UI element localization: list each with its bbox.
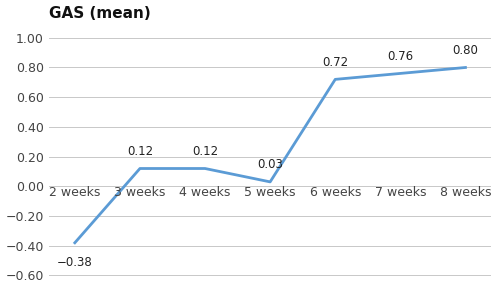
Text: GAS (mean): GAS (mean) <box>49 6 150 21</box>
Text: 0.80: 0.80 <box>452 44 478 57</box>
Text: 2 weeks: 2 weeks <box>49 186 100 199</box>
Text: 0.72: 0.72 <box>322 56 348 69</box>
Text: 6 weeks: 6 weeks <box>310 186 361 199</box>
Text: 5 weeks: 5 weeks <box>244 186 296 199</box>
Text: 4 weeks: 4 weeks <box>180 186 230 199</box>
Text: 0.12: 0.12 <box>127 145 153 158</box>
Text: 0.76: 0.76 <box>388 50 413 63</box>
Text: 0.12: 0.12 <box>192 145 218 158</box>
Text: 7 weeks: 7 weeks <box>374 186 426 199</box>
Text: 0.03: 0.03 <box>257 158 283 171</box>
Text: 3 weeks: 3 weeks <box>114 186 166 199</box>
Text: 8 weeks: 8 weeks <box>440 186 491 199</box>
Text: −0.38: −0.38 <box>57 256 92 269</box>
